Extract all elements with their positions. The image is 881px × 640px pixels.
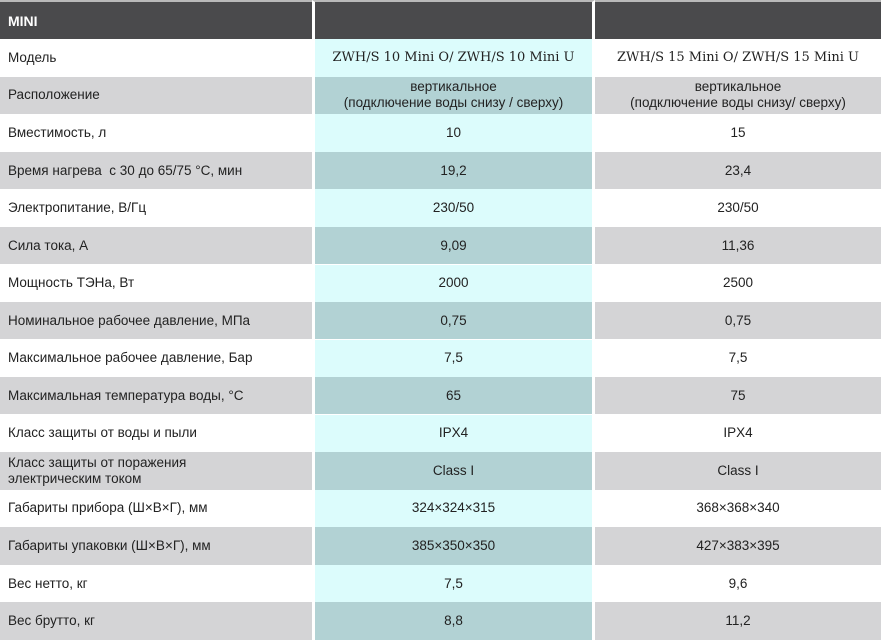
model-15-value: 7,5 [595,339,881,377]
model-10-value: 7,5 [312,564,595,603]
model-10-value: вертикальное (подключение воды снизу / с… [312,76,595,115]
model-10-value: 385×350×350 [312,527,595,565]
model-15-value: 9,6 [595,564,881,603]
row-label: Габариты прибора (Ш×В×Г), мм [0,489,312,528]
row-label: Сила тока, А [0,226,312,265]
model-15-value: 230/50 [595,189,881,227]
model-15-value: IPX4 [595,414,881,453]
row-label: Номинальное рабочее давление, МПа [0,302,312,340]
row-label: Модель [0,39,312,77]
model-15-value: 11,2 [595,602,881,640]
row-label: Вместимость, л [0,114,312,152]
model-15-value: 15 [595,114,881,152]
row-label: Расположение [0,76,312,115]
row-label: Время нагрева с 30 до 65/75 °C, мин [0,151,312,190]
model-10-value: 2000 [312,264,595,302]
model-10-value: 324×324×315 [312,489,595,528]
table-title: MINI [0,0,312,39]
model-10-value: 8,8 [312,602,595,640]
model-15-value: 11,36 [595,226,881,265]
row-label: Электропитание, В/Гц [0,189,312,227]
row-label: Вес брутто, кг [0,602,312,640]
header-column-1 [312,0,595,39]
row-label: Габариты упаковки (Ш×В×Г), мм [0,527,312,565]
model-10-value: IPX4 [312,414,595,453]
row-label: Максимальное рабочее давление, Бар [0,339,312,377]
model-15-value: 368×368×340 [595,489,881,528]
model-15-value: 2500 [595,264,881,302]
model-15-value: Class I [595,452,881,490]
row-label: Класс защиты от поражения электрическим … [0,452,312,490]
row-label: Вес нетто, кг [0,564,312,603]
row-label: Максимальная температура воды, °C [0,377,312,415]
model-10-value: ZWH/S 10 Mini O/ ZWH/S 10 Mini U [312,39,595,77]
model-10-value: 0,75 [312,302,595,340]
row-label: Мощность ТЭНа, Вт [0,264,312,302]
model-15-value: 75 [595,377,881,415]
model-10-value: Class I [312,452,595,490]
model-10-value: 19,2 [312,151,595,190]
model-10-value: 230/50 [312,189,595,227]
model-15-value: 427×383×395 [595,527,881,565]
model-15-value: 23,4 [595,151,881,190]
row-label: Класс защиты от воды и пыли [0,414,312,453]
model-15-value: вертикальное (подключение воды снизу/ св… [595,76,881,115]
model-10-value: 65 [312,377,595,415]
model-15-value: 0,75 [595,302,881,340]
model-15-value: ZWH/S 15 Mini O/ ZWH/S 15 Mini U [595,39,881,77]
model-10-value: 9,09 [312,226,595,265]
header-column-2 [595,0,881,39]
model-10-value: 10 [312,114,595,152]
model-10-value: 7,5 [312,339,595,377]
